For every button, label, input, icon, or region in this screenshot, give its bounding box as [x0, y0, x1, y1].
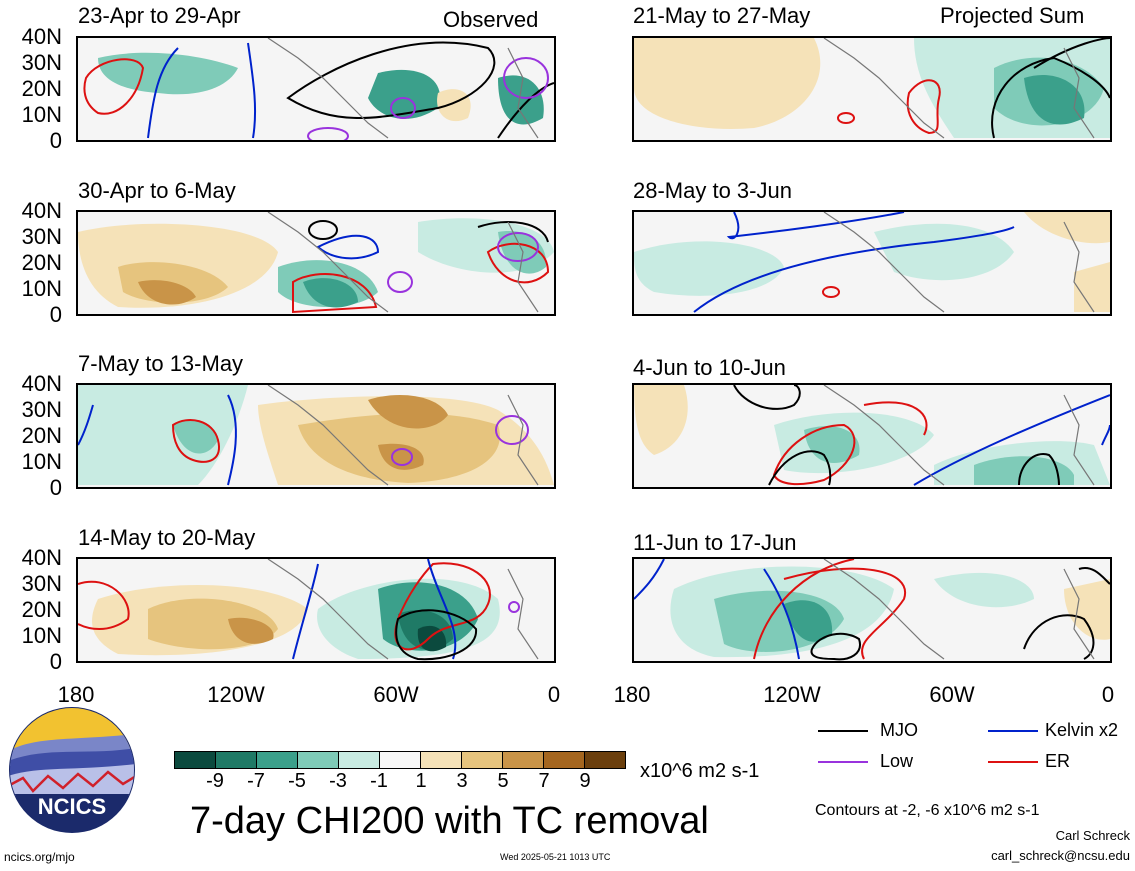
- colorbar-label: -1: [370, 770, 388, 792]
- legend-er-line: [988, 761, 1038, 763]
- y-tick-40n: 40N: [21, 371, 62, 396]
- y-tick-40n: 40N: [21, 198, 62, 223]
- colorbar-swatch: [339, 752, 380, 768]
- colorbar-label: -9: [206, 770, 224, 792]
- y-tick-30n: 30N: [21, 571, 62, 596]
- y-tick-40n: 40N: [21, 545, 62, 570]
- legend-er-label: ER: [1045, 751, 1071, 771]
- legend-mjo-line: [818, 730, 868, 732]
- panel-title: 7-May to 13-May: [78, 351, 244, 376]
- map-panel: [76, 36, 556, 142]
- legend-mjo-label: MJO: [880, 720, 918, 740]
- colorbar-swatch: [298, 752, 339, 768]
- x-tick-180-right: 180: [613, 682, 651, 707]
- legend-low-label: Low: [880, 751, 914, 771]
- colorbar-swatch: [503, 752, 544, 768]
- y-tick-40n: 40N: [21, 24, 62, 49]
- colorbar-label: 3: [456, 770, 468, 792]
- y-tick-20n: 20N: [21, 250, 62, 275]
- colorbar-label: -3: [329, 770, 347, 792]
- map-panel: [632, 36, 1112, 142]
- colorbar-swatch: [216, 752, 257, 768]
- panel-title: 30-Apr to 6-May: [78, 178, 236, 203]
- y-tick-10n: 10N: [21, 449, 62, 474]
- colorbar-swatch: [585, 752, 625, 768]
- y-tick-20n: 20N: [21, 76, 62, 101]
- panel-title: 4-Jun to 10-Jun: [633, 355, 786, 380]
- colorbar-label: -7: [247, 770, 265, 792]
- legend-kelvin-label: Kelvin x2: [1045, 720, 1119, 740]
- map-panel: [76, 210, 556, 316]
- chart-title: 7-day CHI200 with TC removal: [190, 800, 709, 842]
- y-tick-0: 0: [49, 475, 62, 500]
- projected-sum-label: Projected Sum: [940, 3, 1085, 28]
- colorbar-swatch: [380, 752, 421, 768]
- legend-kelvin-line: [988, 730, 1038, 732]
- panel-title: 28-May to 3-Jun: [633, 178, 792, 203]
- x-tick-0-left: 0: [547, 682, 561, 707]
- y-tick-10n: 10N: [21, 623, 62, 648]
- author-name: Carl Schreck: [1055, 828, 1130, 843]
- map-panel: [76, 383, 556, 489]
- colorbar: [174, 751, 626, 769]
- ncics-logo: NCICS: [8, 706, 136, 834]
- x-tick-0-right: 0: [1101, 682, 1115, 707]
- timestamp: Wed 2025-05-21 1013 UTC: [500, 852, 611, 862]
- x-tick-120w-right: 120W: [763, 682, 821, 707]
- colorbar-label: -5: [288, 770, 306, 792]
- colorbar-label: 1: [415, 770, 427, 792]
- colorbar-swatch: [257, 752, 298, 768]
- y-tick-0: 0: [49, 649, 62, 674]
- colorbar-label: 9: [579, 770, 591, 792]
- observed-label: Observed: [443, 7, 539, 32]
- panel-title: 14-May to 20-May: [78, 525, 256, 550]
- colorbar-swatch: [175, 752, 216, 768]
- colorbar-label: 5: [497, 770, 509, 792]
- site-link[interactable]: ncics.org/mjo: [4, 850, 75, 864]
- colorbar-swatch: [544, 752, 585, 768]
- panel-title: 23-Apr to 29-Apr: [78, 3, 241, 28]
- panel-title: 11-Jun to 17-Jun: [633, 530, 797, 555]
- map-panel: [632, 210, 1112, 316]
- y-tick-30n: 30N: [21, 224, 62, 249]
- x-tick-120w-left: 120W: [207, 682, 265, 707]
- map-panel: [76, 557, 556, 663]
- x-tick-60w-left: 60W: [373, 682, 419, 707]
- colorbar-unit: x10^6 m2 s-1: [640, 760, 760, 782]
- map-panel: [632, 557, 1112, 663]
- y-tick-20n: 20N: [21, 597, 62, 622]
- y-tick-10n: 10N: [21, 102, 62, 127]
- y-tick-20n: 20N: [21, 423, 62, 448]
- logo-graphic: NCICS: [9, 707, 135, 833]
- y-tick-30n: 30N: [21, 50, 62, 75]
- y-tick-30n: 30N: [21, 397, 62, 422]
- x-tick-60w-right: 60W: [929, 682, 975, 707]
- logo-text: NCICS: [38, 794, 106, 819]
- y-tick-0: 0: [49, 302, 62, 327]
- colorbar-swatch: [462, 752, 503, 768]
- y-tick-0: 0: [49, 128, 62, 153]
- panel-title: 21-May to 27-May: [633, 3, 811, 28]
- legend-low-line: [818, 761, 868, 763]
- y-tick-10n: 10N: [21, 276, 62, 301]
- map-panel: [632, 383, 1112, 489]
- colorbar-label: 7: [538, 770, 550, 792]
- colorbar-swatch: [421, 752, 462, 768]
- author-email: carl_schreck@ncsu.edu: [991, 848, 1130, 863]
- x-tick-180-left: 180: [57, 682, 95, 707]
- contour-note: Contours at -2, -6 x10^6 m2 s-1: [815, 802, 1040, 819]
